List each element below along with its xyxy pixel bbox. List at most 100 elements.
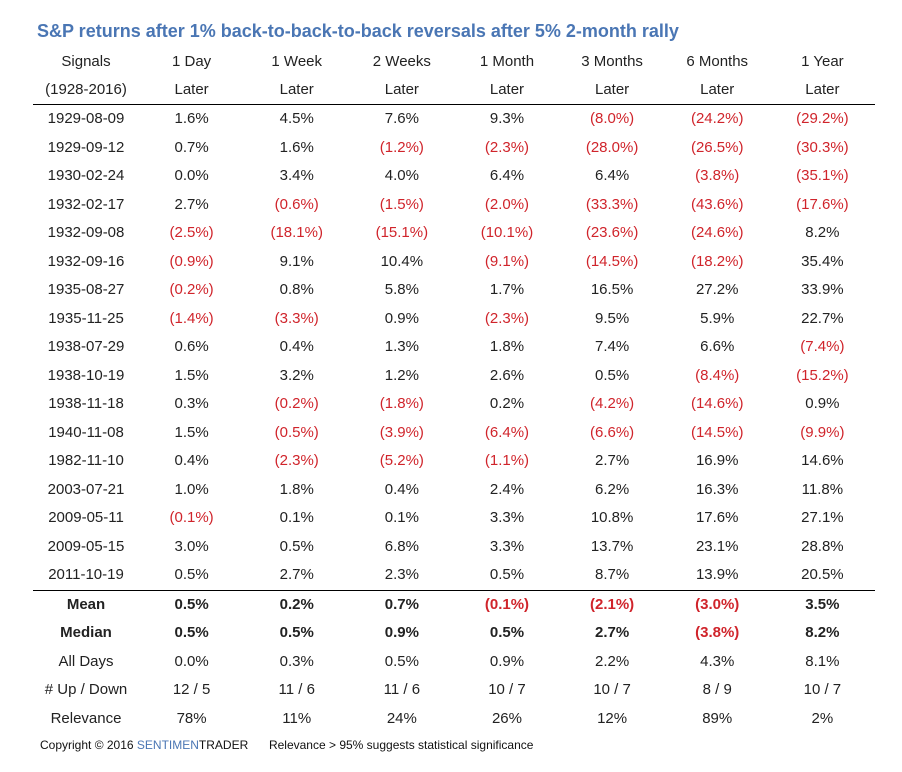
header_row2-label: Later — [454, 76, 560, 105]
summary-cell: 11 / 6 — [278, 681, 315, 698]
table-row: 1930-02-24 0.0% 3.4% 4.0% 6.4% 6.4% (3.8%) (35.… — [33, 162, 875, 191]
return-cell: 5.8% — [384, 281, 419, 298]
return-cell: (2.3%) — [274, 452, 319, 469]
summary-cell: 0.3% — [279, 652, 314, 670]
return-cell: (15.2%) — [796, 366, 849, 384]
return-cell: (0.1%) — [169, 509, 214, 526]
summary-cell: 0.5% — [384, 652, 419, 670]
return-cell: (6.4%) — [484, 423, 530, 441]
return-cell: (1.4%) — [169, 309, 214, 327]
return-cell: 0.1% — [279, 509, 314, 526]
return-cell: (0.5%) — [274, 423, 319, 441]
return-cell: (14.5%) — [585, 252, 639, 270]
return-cell: (2.0%) — [484, 195, 530, 213]
return-cell: (18.1%) — [270, 224, 323, 241]
return-cell: (0.6%) — [274, 195, 319, 213]
summary-label: Mean — [33, 589, 140, 619]
return-cell: 22.7% — [801, 309, 844, 327]
brand-name-part1: SENTIMEN — [136, 738, 199, 752]
return-cell: 0.6% — [174, 338, 209, 355]
summary-cell: 12% — [597, 709, 628, 727]
signal-date: 1929-09-12 — [47, 138, 125, 156]
summary-row: # Up / Down 12 / 5 11 / 6 11 / 6 10 / 7 10 / … — [33, 676, 875, 705]
return-cell: 1.6% — [174, 110, 209, 127]
return-cell: 2.6% — [489, 366, 525, 384]
table-row: 1940-11-08 1.5% (0.5%) (3.9%) (6.4%) (6.6%) (1… — [33, 419, 875, 448]
return-cell: 33.9% — [801, 281, 844, 298]
return-cell: 13.9% — [695, 566, 739, 583]
table-row: 1929-08-09 1.6% 4.5% 7.6% 9.3% (8.0%) (24.2%) (… — [33, 105, 875, 134]
return-cell: (14.5%) — [690, 423, 744, 441]
header_row2-label-column: (1928-2016) — [33, 76, 140, 105]
return-cell: 1.0% — [174, 480, 209, 498]
signal-date: 2009-05-11 — [48, 509, 124, 526]
return-cell: (43.6%) — [690, 195, 744, 213]
summary-cell: 12 / 5 — [172, 681, 211, 698]
returns-table: Signals 1 Day 1 Week 2 Weeks 1 Month 3 Months… — [33, 48, 875, 733]
footer: Copyright © 2016 SENTIMENTRADER Relevanc… — [40, 738, 533, 752]
header_row1-label: 2 Weeks — [372, 53, 431, 70]
return-cell: 1.3% — [384, 338, 419, 355]
return-cell: (8.0%) — [590, 110, 635, 127]
summary-row: All Days 0.0% 0.3% 0.5% 0.9% 2.2% 4.3% 8.1% — [33, 648, 875, 677]
return-cell: 0.5% — [489, 566, 525, 583]
return-cell: 0.1% — [384, 509, 419, 526]
header_row2-label: Later — [349, 76, 455, 105]
return-cell: (3.9%) — [379, 423, 424, 441]
return-cell: (30.3%) — [796, 138, 849, 156]
summary-cell: 2.2% — [594, 652, 630, 670]
summary-cell: 10 / 7 — [488, 681, 526, 698]
signal-date: 1935-11-25 — [48, 309, 124, 327]
return-cell: 35.4% — [801, 252, 844, 270]
return-cell: 13.7% — [590, 537, 634, 555]
return-cell: (0.2%) — [274, 395, 319, 412]
relevance-note: Relevance > 95% suggests statistical sig… — [268, 738, 534, 752]
return-cell: 9.1% — [279, 252, 314, 270]
return-cell: 2.7% — [174, 195, 209, 213]
chart-title: S&P returns after 1% back-to-back-to-bac… — [37, 21, 679, 41]
return-cell: (1.2%) — [379, 138, 424, 156]
signal-date: 1932-09-08 — [47, 224, 125, 241]
summary-cell: 0.5% — [139, 589, 245, 619]
return-cell: 3.2% — [279, 366, 314, 384]
signal-date: 1929-08-09 — [47, 110, 125, 127]
header_row1-label-column: Signals — [61, 53, 111, 70]
summary-cell: 0.7% — [349, 589, 455, 619]
return-cell: (1.1%) — [484, 452, 530, 469]
summary-cell: 11% — [282, 709, 312, 727]
header_row1-label: 1 Year — [801, 53, 844, 70]
return-cell: (15.1%) — [375, 224, 429, 241]
return-cell: (29.2%) — [796, 110, 849, 127]
return-cell: 3.3% — [489, 509, 525, 526]
return-cell: 6.4% — [489, 167, 525, 184]
summary-label: Relevance — [50, 709, 122, 727]
table-row: 1932-09-08 (2.5%) (18.1%) (15.1%) (10.1%) (23… — [33, 219, 875, 248]
return-cell: 6.6% — [700, 338, 735, 355]
return-cell: (2.3%) — [484, 138, 530, 156]
return-cell: (18.2%) — [690, 252, 744, 270]
signal-date: 1935-08-27 — [47, 281, 125, 298]
return-cell: 10.4% — [380, 252, 424, 270]
return-cell: 4.0% — [384, 167, 419, 184]
table-row: 1935-11-25 (1.4%) (3.3%) 0.9% (2.3%) 9.5% 5.9%… — [33, 305, 875, 334]
summary-row: Median 0.5% 0.5% 0.9% 0.5% 2.7% (3.8%) 8.2% — [33, 619, 875, 648]
header_row1-label: 1 Month — [479, 53, 535, 70]
summary-cell: 24% — [386, 709, 417, 727]
signal-date: 1940-11-08 — [48, 423, 124, 441]
summary-label: All Days — [58, 652, 114, 670]
table-row: 2011-10-19 0.5% 2.7% 2.3% 0.5% 8.7% 13.9% 20.5% — [33, 561, 875, 590]
table-row: 1938-11-18 0.3% (0.2%) (1.8%) 0.2% (4.2%) (14.… — [33, 390, 875, 419]
return-cell: 16.9% — [695, 452, 739, 469]
signal-date: 1930-02-24 — [47, 167, 125, 184]
return-cell: 0.9% — [384, 309, 419, 327]
return-cell: (28.0%) — [585, 138, 639, 156]
return-cell: 0.3% — [174, 395, 209, 412]
table-row: 1932-09-16 (0.9%) 9.1% 10.4% (9.1%) (14.5%) (1… — [33, 248, 875, 277]
table-body: 1929-08-09 1.6% 4.5% 7.6% 9.3% (8.0%) (24.2%) (… — [33, 105, 875, 734]
signal-date: 2009-05-15 — [47, 537, 125, 555]
summary-cell: 8.2% — [805, 624, 840, 641]
summary-cell: 0.2% — [244, 589, 350, 619]
table-row: 2009-05-11 (0.1%) 0.1% 0.1% 3.3% 10.8% 17.6% 27… — [33, 504, 875, 533]
return-cell: (17.6%) — [796, 195, 849, 213]
header_row2-label: Later — [244, 76, 350, 105]
